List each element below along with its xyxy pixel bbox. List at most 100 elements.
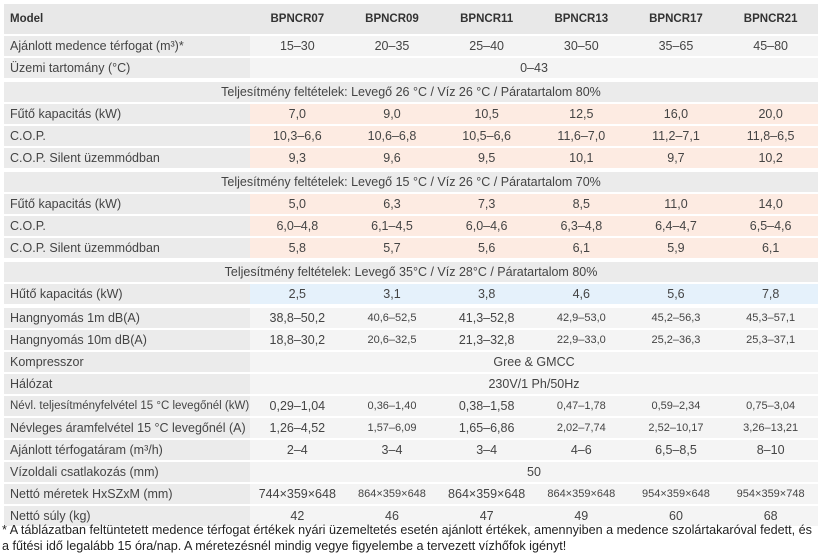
row-value: 864×359×648 <box>533 483 629 506</box>
row-value: 10,5 <box>439 103 534 126</box>
row-value: 21,3–32,8 <box>439 329 534 352</box>
row-value: 6,5–8,5 <box>628 439 724 462</box>
row-value: 6,4–4,7 <box>628 215 724 238</box>
row-value: 9,7 <box>628 147 724 171</box>
row-value: 744×359×648 <box>250 483 345 506</box>
row-value: 3,26–13,21 <box>723 417 818 440</box>
row-value: 10,6–6,8 <box>344 125 440 148</box>
row-value-shared: Gree & GMCC <box>250 351 818 374</box>
footnote: * A táblázatban feltüntetett medence tér… <box>2 523 812 553</box>
table-row: Vízoldali csatlakozás (mm) 50 <box>4 461 818 484</box>
spacer-row <box>4 305 818 308</box>
table-row: Ajánlott medence térfogat (m³)* 15–30 20–3… <box>4 35 818 58</box>
row-value: 7,8 <box>723 283 818 306</box>
row-value: 6,3–4,8 <box>533 215 629 238</box>
row-value-shared: 230V/1 Ph/50Hz <box>250 373 818 396</box>
row-value: 10,5–6,6 <box>439 125 534 148</box>
row-value: 4,6 <box>533 283 629 306</box>
table-row: Ajánlott térfogatáram (m³/h) 2–4 3–4 3–4 4–6… <box>4 439 818 462</box>
row-value: 47 <box>439 505 534 528</box>
row-value: 20,0 <box>723 103 818 126</box>
row-value: 35–65 <box>628 35 724 58</box>
section-header: Teljesítmény feltételek: Levegő 26 °C / … <box>4 78 818 104</box>
row-value-shared: 0–43 <box>250 57 818 81</box>
row-value: 3–4 <box>344 439 440 462</box>
row-value: 42 <box>250 505 345 528</box>
row-value: 42,9–53,0 <box>533 307 629 330</box>
row-value: 7,3 <box>439 193 534 216</box>
row-value: 38,8–50,2 <box>250 307 345 330</box>
table-row: Üzemi tartomány (°C) 0–43 <box>4 57 818 81</box>
row-value: 49 <box>533 505 629 528</box>
row-value: 25–40 <box>439 35 534 58</box>
row-value: 45,3–57,1 <box>723 307 818 330</box>
row-value: 41,3–52,8 <box>439 307 534 330</box>
row-label: Hálózat <box>4 373 250 396</box>
row-label: Vízoldali csatlakozás (mm) <box>4 461 250 484</box>
model-header: BPNCR17 <box>628 4 724 36</box>
header-model-label: Model <box>4 4 250 36</box>
row-label: Fűtő kapacitás (kW) <box>4 193 250 216</box>
table-row: Névl. teljesítményfelvétel 15 °C levegőn… <box>4 395 818 418</box>
row-value: 954×359×748 <box>723 483 818 506</box>
row-label: C.O.P. Silent üzemmódban <box>4 237 250 261</box>
row-value: 0,47–1,78 <box>533 395 629 418</box>
row-value: 5,0 <box>250 193 345 216</box>
row-label: Nettó súly (kg) <box>4 505 250 528</box>
row-value: 30–50 <box>533 35 629 58</box>
row-value: 20,6–32,5 <box>344 329 440 352</box>
table-row: Hangnyomás 10m dB(A) 18,8–30,2 20,6–32,5 21… <box>4 329 818 352</box>
row-value: 45–80 <box>723 35 818 58</box>
row-label: Nettó méretek HxSZxM (mm) <box>4 483 250 506</box>
row-value: 9,0 <box>344 103 440 126</box>
row-value: 11,0 <box>628 193 724 216</box>
row-value: 6,1–4,5 <box>344 215 440 238</box>
row-value: 4–6 <box>533 439 629 462</box>
table-row: Fűtő kapacitás (kW) 5,0 6,3 7,3 8,5 11,0 14,0 <box>4 193 818 216</box>
row-value: 46 <box>344 505 440 528</box>
row-value: 10,1 <box>533 147 629 171</box>
row-value: 60 <box>628 505 724 528</box>
row-value: 8,5 <box>533 193 629 216</box>
row-label: Névl. teljesítményfelvétel 15 °C levegőn… <box>4 395 250 418</box>
table-row: Nettó méretek HxSZxM (mm) 744×359×648 864×… <box>4 483 818 506</box>
row-value: 0,36–1,40 <box>344 395 440 418</box>
row-value: 6,0–4,8 <box>250 215 345 238</box>
table-row: Névleges áramfelvétel 15 °C levegőnél (A… <box>4 417 818 440</box>
row-value: 864×359×648 <box>439 483 534 506</box>
row-label: Hangnyomás 1m dB(A) <box>4 307 250 330</box>
row-value: 0,38–1,58 <box>439 395 534 418</box>
row-value: 5,6 <box>439 237 534 261</box>
row-value: 5,6 <box>628 283 724 306</box>
row-value: 2–4 <box>250 439 345 462</box>
row-label: C.O.P. <box>4 125 250 148</box>
table-row: Hangnyomás 1m dB(A) 38,8–50,2 40,6–52,5 41,… <box>4 307 818 330</box>
row-value: 8–10 <box>723 439 818 462</box>
row-label: Ajánlott medence térfogat (m³)* <box>4 35 250 58</box>
header-row: Model BPNCR07 BPNCR09 BPNCR11 BPNCR13 BP… <box>4 4 818 36</box>
row-value: 6,1 <box>723 237 818 261</box>
row-value: 2,5 <box>250 283 345 306</box>
row-value: 14,0 <box>723 193 818 216</box>
row-value: 18,8–30,2 <box>250 329 345 352</box>
row-value: 16,0 <box>628 103 724 126</box>
row-value: 2,02–7,74 <box>533 417 629 440</box>
row-value: 5,7 <box>344 237 440 261</box>
row-label: Fűtő kapacitás (kW) <box>4 103 250 126</box>
row-label: Hűtő kapacitás (kW) <box>4 283 250 306</box>
row-value: 5,9 <box>628 237 724 261</box>
row-value: 6,0–4,6 <box>439 215 534 238</box>
row-value: 9,3 <box>250 147 345 171</box>
row-value: 1,26–4,52 <box>250 417 345 440</box>
table-row: C.O.P. Silent üzemmódban 9,3 9,6 9,5 10,1 9,7… <box>4 147 818 171</box>
row-value: 2,52–10,17 <box>628 417 724 440</box>
row-value: 7,0 <box>250 103 345 126</box>
row-label: Üzemi tartomány (°C) <box>4 57 250 81</box>
row-value: 20–35 <box>344 35 440 58</box>
section-header-row: Teljesítmény feltételek: Levegő 26 °C / … <box>4 78 818 104</box>
row-value: 11,2–7,1 <box>628 125 724 148</box>
section-header: Teljesítmény feltételek: Levegő 35°C / V… <box>4 258 818 284</box>
row-value: 864×359×648 <box>344 483 440 506</box>
row-label: Névleges áramfelvétel 15 °C levegőnél (A… <box>4 417 250 440</box>
row-label: Ajánlott térfogatáram (m³/h) <box>4 439 250 462</box>
